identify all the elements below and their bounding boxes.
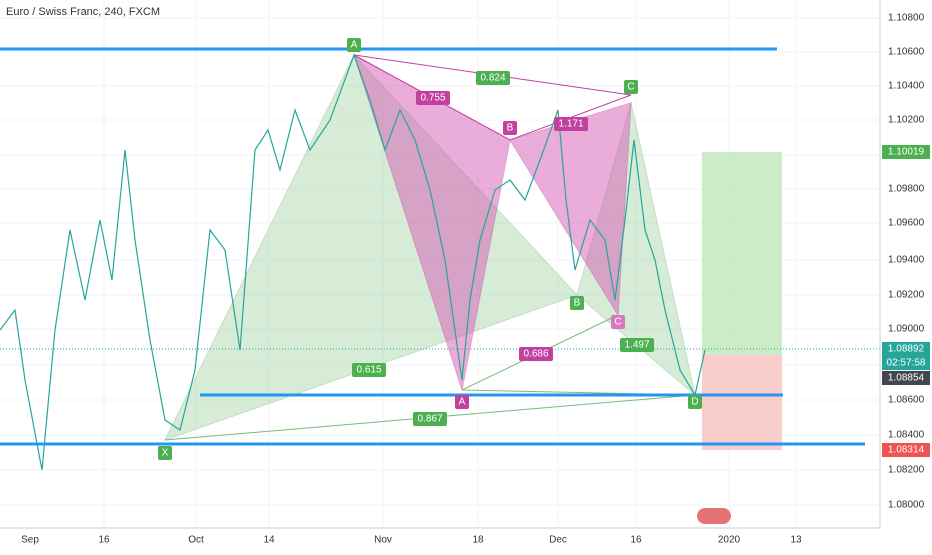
ratio-label: 0.686 [523,349,548,360]
price-label: 1.10200 [888,115,925,126]
point-badge [611,315,625,329]
point-label: B [507,123,514,134]
point-label: X [162,448,169,459]
target-price: 1.10019 [888,147,925,158]
last-badge [882,342,930,370]
ratio-label: 1.497 [624,340,649,351]
stop-badge [882,443,930,457]
date-label: Nov [374,535,392,546]
price-label: 1.10600 [888,47,925,58]
date-label: 14 [263,535,275,546]
price-path [0,53,706,471]
loss-zone [702,355,782,450]
ratio-badge [352,363,386,377]
ratio-label: 0.824 [480,73,505,84]
point-badge [347,38,361,52]
ratio-badge [416,91,450,105]
point-label: A [459,397,466,408]
point-label: B [574,298,581,309]
point-label: C [614,317,621,328]
ratio-label: 0.867 [417,414,442,425]
point-label: C [627,82,634,93]
point-badge [455,395,469,409]
point-label: A [351,40,358,51]
price-label: 1.09800 [888,184,925,195]
point-badge [570,296,584,310]
date-label: 18 [472,535,484,546]
price-label: 1.09400 [888,255,925,266]
prev-badge [882,371,930,385]
chart-title: Euro / Swiss Franc, 240, FXCM [6,6,160,18]
point-badge [688,395,702,409]
point-badge [503,121,517,135]
ratio-badge [554,117,588,131]
point-badge [158,446,172,460]
last-price: 1.08892 [888,344,925,355]
ratio-badge [620,338,654,352]
ratio-label: 0.615 [356,365,381,376]
ratio-badge [519,347,553,361]
profit-zone [702,152,782,355]
ratio-label: 0.755 [420,93,445,104]
date-label: Oct [188,535,204,546]
ratio-badge [476,71,510,85]
price-label: 1.10400 [888,81,925,92]
price-label: 1.08200 [888,465,925,476]
ratio-label: 1.171 [558,119,583,130]
date-label: 16 [630,535,642,546]
price-label: 1.08000 [888,500,925,511]
stop-price: 1.08314 [888,445,925,456]
price-label: 1.10800 [888,13,925,24]
price-label: 1.08400 [888,430,925,441]
price-label: 1.09000 [888,324,925,335]
event-icon[interactable] [697,508,731,524]
price-label: 1.09600 [888,218,925,229]
date-label: Dec [549,535,567,546]
point-label: D [691,397,698,408]
price-label: 1.08600 [888,395,925,406]
date-label: 2020 [718,535,741,546]
prev-price: 1.08854 [888,373,925,384]
point-badge [624,80,638,94]
ratio-badge [413,412,447,426]
date-label: 16 [98,535,110,546]
target-badge [882,145,930,159]
date-label: 13 [790,535,802,546]
countdown: 02:57:58 [887,358,926,369]
price-label: 1.09200 [888,290,925,301]
date-label: Sep [21,535,39,546]
